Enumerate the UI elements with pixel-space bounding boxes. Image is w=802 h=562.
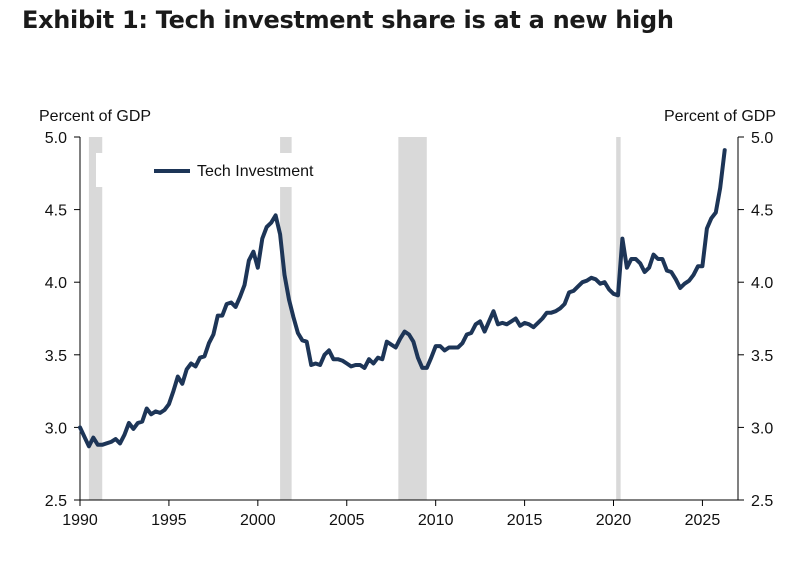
y-tick-label-right: 5.0 [751, 130, 773, 147]
x-tick-label: 2015 [507, 512, 543, 529]
x-tick-label: 2025 [685, 512, 721, 529]
y-axis-label-left: Percent of GDP [39, 108, 151, 125]
y-tick-label-left: 2.5 [45, 493, 67, 510]
recession-band-3 [616, 137, 621, 500]
y-tick-label-left: 3.0 [45, 420, 67, 437]
recession-band-0 [88, 137, 103, 500]
y-axis-label-right: Percent of GDP [664, 108, 776, 125]
y-ticks: 2.5 2.5 3.0 3.0 3.5 3.5 4.0 4.0 4.5 4.5 5.0 5.0 [45, 130, 774, 510]
legend-label: Tech Investment [197, 163, 314, 180]
x-tick-label: 1990 [62, 512, 98, 529]
y-tick-label-left: 4.5 [45, 203, 67, 220]
y-tick-label-left: 3.5 [45, 348, 67, 365]
x-tick-label: 2005 [329, 512, 365, 529]
y-tick-label-left: 4.0 [45, 275, 67, 292]
recession-bands [88, 137, 621, 500]
series-line-tech-investment [78, 148, 727, 449]
x-tick-label: 2000 [240, 512, 276, 529]
y-tick-label-right: 4.5 [751, 203, 773, 220]
y-tick-label-right: 4.0 [751, 275, 773, 292]
recession-band-1 [280, 137, 292, 500]
x-tick-label: 1995 [151, 512, 187, 529]
legend-box [96, 153, 334, 187]
chart-title: Exhibit 1: Tech investment share is at a… [22, 6, 674, 34]
x-ticks: 1990 1995 2000 2005 2010 2015 2020 2025 [62, 500, 720, 529]
y-tick-label-right: 3.5 [751, 348, 773, 365]
y-tick-label-right: 2.5 [751, 493, 773, 510]
y-tick-label-left: 5.0 [45, 130, 67, 147]
recession-band-2 [398, 137, 427, 500]
x-tick-label: 2010 [418, 512, 454, 529]
y-tick-label-right: 3.0 [751, 420, 773, 437]
x-tick-label: 2020 [596, 512, 632, 529]
